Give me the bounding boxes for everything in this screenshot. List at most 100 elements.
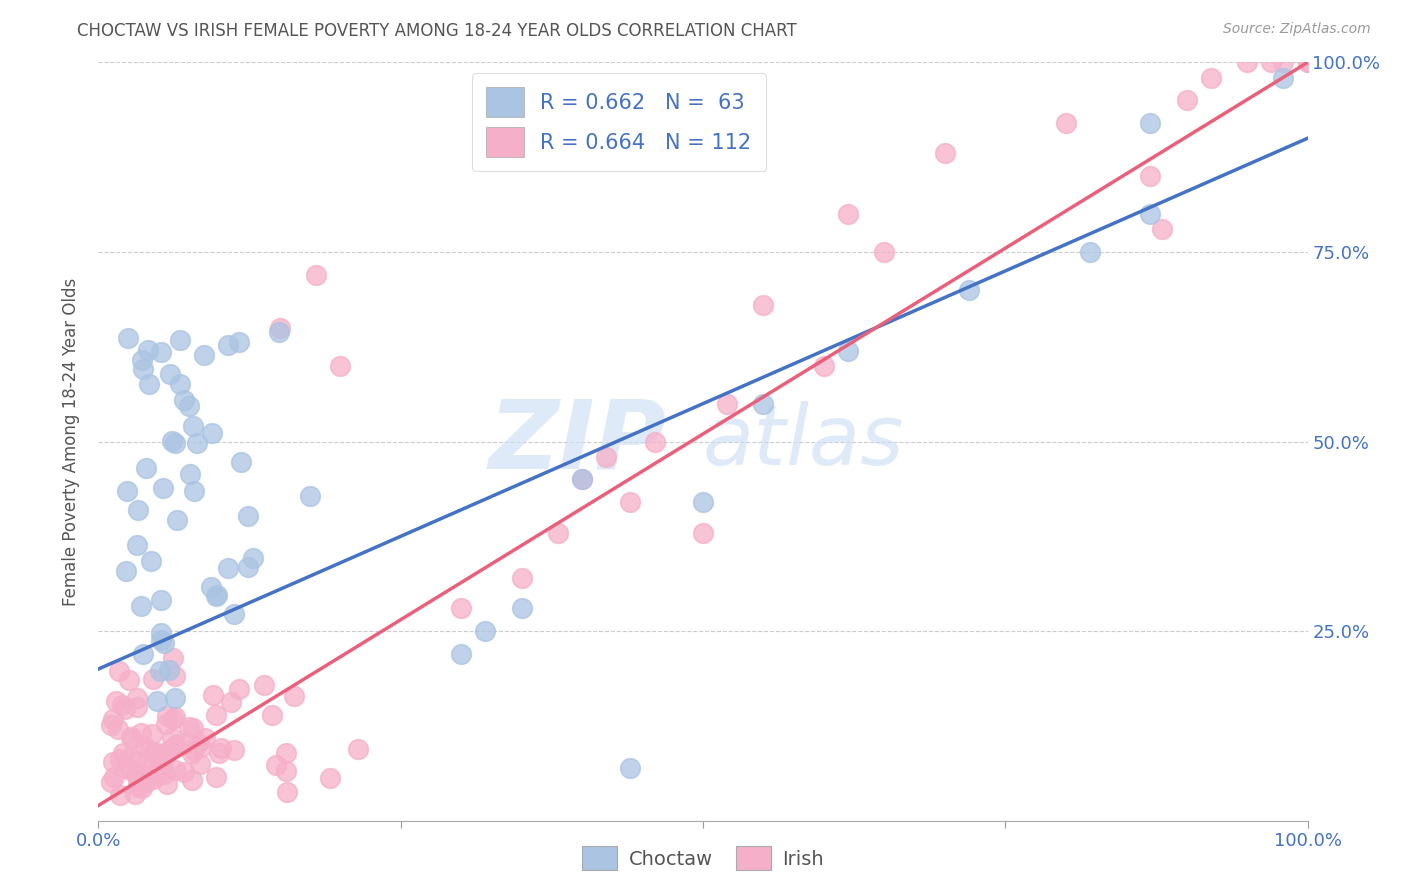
Point	[571, 473, 593, 487]
Point	[177, 399, 200, 413]
Point	[157, 742, 180, 756]
Point	[837, 207, 859, 221]
Point	[163, 739, 186, 753]
Point	[224, 607, 246, 622]
Point	[190, 740, 212, 755]
Point	[260, 708, 283, 723]
Point	[100, 775, 122, 789]
Point	[142, 672, 165, 686]
Point	[1236, 55, 1258, 70]
Point	[136, 771, 159, 785]
Point	[115, 483, 138, 498]
Point	[450, 601, 472, 615]
Point	[131, 599, 153, 614]
Point	[135, 460, 157, 475]
Point	[173, 393, 195, 408]
Point	[136, 770, 159, 784]
Point	[152, 758, 174, 772]
Point	[228, 682, 250, 697]
Point	[179, 467, 201, 481]
Point	[173, 765, 195, 780]
Point	[165, 763, 187, 777]
Point	[128, 780, 150, 794]
Point	[209, 741, 232, 756]
Point	[148, 756, 170, 771]
Point	[152, 747, 174, 761]
Point	[188, 756, 211, 771]
Point	[153, 635, 176, 649]
Point	[148, 747, 170, 762]
Point	[264, 758, 287, 772]
Point	[131, 780, 153, 795]
Point	[163, 709, 186, 723]
Point	[146, 767, 169, 781]
Point	[127, 538, 149, 552]
Point	[120, 750, 142, 764]
Point	[111, 698, 134, 712]
Point	[166, 513, 188, 527]
Point	[837, 343, 859, 358]
Point	[134, 740, 156, 755]
Point	[174, 736, 197, 750]
Point	[180, 746, 202, 760]
Point	[187, 736, 209, 750]
Point	[163, 436, 186, 450]
Point	[183, 484, 205, 499]
Point	[1296, 55, 1319, 70]
Point	[180, 772, 202, 787]
Point	[152, 481, 174, 495]
Point	[1296, 55, 1319, 70]
Point	[547, 525, 569, 540]
Point	[186, 435, 208, 450]
Point	[124, 754, 146, 768]
Point	[104, 694, 127, 708]
Point	[138, 744, 160, 758]
Point	[149, 345, 172, 359]
Point	[132, 361, 155, 376]
Point	[1139, 169, 1161, 184]
Point	[118, 673, 141, 687]
Point	[141, 727, 163, 741]
Point	[114, 701, 136, 715]
Point	[120, 763, 142, 777]
Point	[205, 589, 228, 603]
Point	[183, 743, 205, 757]
Point	[120, 730, 142, 744]
Point	[138, 753, 160, 767]
Point	[510, 571, 533, 585]
Point	[169, 377, 191, 392]
Point	[208, 746, 231, 760]
Point	[619, 495, 641, 509]
Point	[107, 722, 129, 736]
Point	[135, 774, 157, 789]
Point	[1199, 70, 1222, 85]
Point	[165, 669, 187, 683]
Text: CHOCTAW VS IRISH FEMALE POVERTY AMONG 18-24 YEAR OLDS CORRELATION CHART: CHOCTAW VS IRISH FEMALE POVERTY AMONG 18…	[77, 22, 797, 40]
Point	[107, 664, 129, 678]
Point	[166, 737, 188, 751]
Point	[112, 747, 135, 761]
Point	[101, 755, 124, 769]
Point	[110, 788, 132, 802]
Point	[204, 708, 226, 723]
Point	[252, 678, 274, 692]
Text: ZIP: ZIP	[489, 395, 666, 488]
Point	[329, 359, 352, 373]
Point	[1139, 207, 1161, 221]
Point	[149, 593, 172, 607]
Point	[194, 731, 217, 745]
Point	[1139, 116, 1161, 130]
Point	[1078, 244, 1101, 259]
Point	[103, 770, 125, 784]
Point	[125, 690, 148, 705]
Point	[132, 647, 155, 661]
Point	[157, 663, 180, 677]
Point	[201, 688, 224, 702]
Point	[121, 732, 143, 747]
Point	[752, 298, 775, 312]
Point	[813, 359, 835, 373]
Point	[242, 550, 264, 565]
Point	[217, 560, 239, 574]
Point	[934, 146, 956, 161]
Point	[127, 775, 149, 789]
